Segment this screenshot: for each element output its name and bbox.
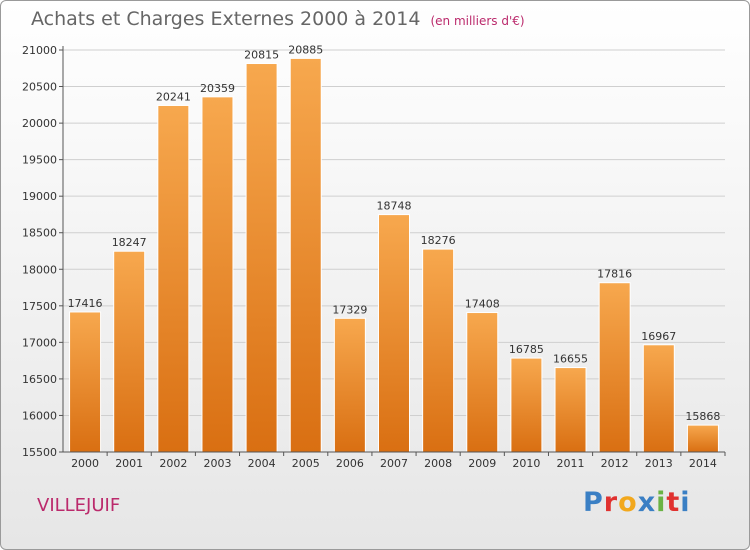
chart-subtitle: (en milliers d'€)	[430, 14, 525, 28]
x-tick-label: 2009	[468, 457, 496, 470]
proxiti-logo: Proxiti	[583, 487, 691, 518]
y-tick-label: 16500	[22, 373, 57, 386]
x-tick-label: 2013	[645, 457, 673, 470]
x-tick-label: 2011	[557, 457, 585, 470]
value-label: 20815	[244, 49, 279, 62]
y-tick-label: 19000	[22, 190, 57, 203]
y-tick-label: 15500	[22, 446, 57, 459]
value-label: 20241	[156, 90, 191, 103]
y-tick-label: 19500	[22, 154, 57, 167]
x-tick-label: 2008	[424, 457, 452, 470]
x-tick-label: 2014	[689, 457, 717, 470]
bar	[333, 317, 366, 453]
value-label: 18748	[377, 200, 412, 213]
value-label: 16785	[509, 343, 544, 356]
y-tick-label: 21000	[22, 44, 57, 57]
x-tick-label: 2000	[71, 457, 99, 470]
y-tick-label: 16000	[22, 409, 57, 422]
logo-letter: P	[583, 487, 604, 518]
bar	[554, 367, 587, 453]
value-label: 20885	[288, 43, 323, 56]
chart-title: Achats et Charges Externes 2000 à 2014 (e…	[31, 8, 525, 30]
logo-letter: i	[656, 487, 667, 518]
logo-letter: r	[603, 487, 619, 518]
y-tick-label: 18000	[22, 263, 57, 276]
bar	[69, 311, 102, 453]
bar	[686, 424, 719, 453]
value-label: 18247	[112, 236, 147, 249]
x-tick-label: 2004	[248, 457, 276, 470]
value-label: 20359	[200, 82, 235, 95]
value-label: 18276	[421, 234, 456, 247]
x-tick-label: 2012	[601, 457, 629, 470]
location-label: VILLEJUIF	[37, 495, 121, 516]
bars	[69, 57, 719, 453]
bar	[598, 282, 631, 453]
x-tick-label: 2003	[203, 457, 231, 470]
x-tick-label: 2005	[292, 457, 320, 470]
y-tick-label: 20000	[22, 117, 57, 130]
value-label: 16655	[553, 353, 588, 366]
x-tick-label: 2001	[115, 457, 143, 470]
y-tick-label: 17000	[22, 336, 57, 349]
x-tick-label: 2006	[336, 457, 364, 470]
bar	[510, 357, 543, 453]
logo-letter: i	[680, 487, 691, 518]
axes: 15500 16000 16500 17000 17500 18000 18500 19000…	[22, 44, 726, 459]
logo-letter: x	[637, 487, 657, 518]
value-label: 17816	[597, 268, 632, 281]
value-label: 17329	[332, 303, 367, 316]
bar	[113, 250, 146, 453]
y-tick-label: 18500	[22, 227, 57, 240]
x-tick-label: 2002	[159, 457, 187, 470]
value-label: 16967	[641, 330, 676, 343]
bar	[466, 312, 499, 453]
logo-letter: o	[618, 487, 638, 518]
bar	[157, 104, 190, 453]
logo-letter: t	[666, 487, 681, 518]
bar	[201, 96, 234, 453]
value-label: 17408	[465, 298, 500, 311]
bar	[422, 248, 455, 453]
bar	[642, 344, 675, 453]
bar	[245, 63, 278, 453]
x-tick-label: 2010	[512, 457, 540, 470]
bar	[289, 57, 322, 453]
y-tick-label: 20500	[22, 81, 57, 94]
bar	[378, 214, 410, 453]
x-tick-label: 2007	[380, 457, 408, 470]
value-label: 15868	[685, 410, 720, 423]
y-tick-label: 17500	[22, 300, 57, 313]
labels: 17416 2000 18247 2001 20241 2002 20359 2003 2081…	[68, 43, 721, 470]
value-label: 17416	[68, 297, 103, 310]
